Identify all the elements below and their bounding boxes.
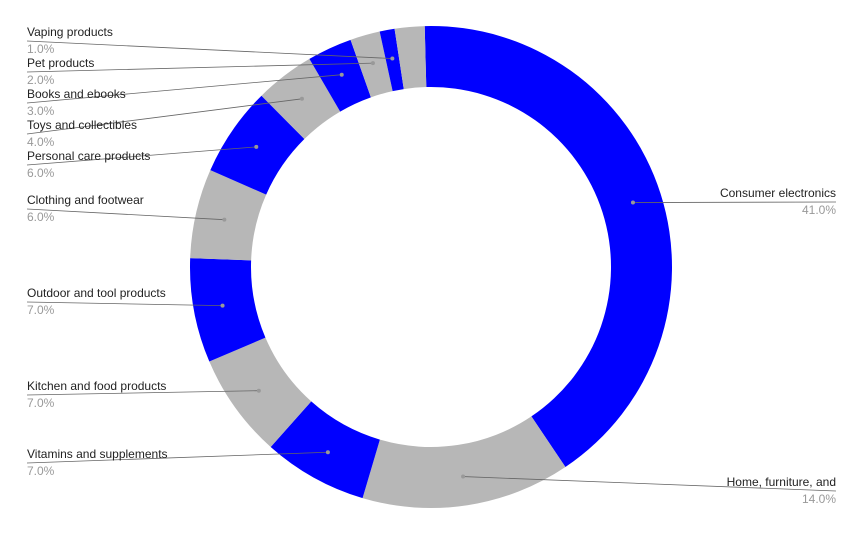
- leader-dot: [370, 61, 375, 66]
- leader-line: [463, 476, 837, 492]
- slice-value: 14.0%: [802, 492, 836, 506]
- donut-slice: [424, 26, 673, 468]
- slice-value: 4.0%: [27, 135, 55, 149]
- leader-dot: [220, 303, 225, 308]
- leader-line: [26, 74, 342, 104]
- donut-slice: [270, 401, 380, 499]
- slice-value: 6.0%: [27, 166, 55, 180]
- slice-label: Pet products: [27, 56, 94, 70]
- slice-value: 41.0%: [802, 203, 836, 217]
- leader-dot: [390, 56, 395, 61]
- slice-label: Vitamins and supplements: [27, 447, 168, 461]
- slice-label: Books and ebooks: [27, 87, 126, 101]
- slice-label: Toys and collectibles: [27, 118, 137, 132]
- slice-value: 3.0%: [27, 104, 55, 118]
- leader-line: [26, 40, 393, 59]
- leader-line: [26, 390, 259, 396]
- slice-label: Outdoor and tool products: [27, 286, 166, 300]
- donut-slice: [190, 170, 267, 261]
- leader-dot: [339, 72, 344, 77]
- slice-label: Home, furniture, and: [727, 475, 836, 489]
- slice-label: Clothing and footwear: [27, 193, 144, 207]
- leader-dot: [630, 200, 635, 205]
- slice-label: Kitchen and food products: [27, 379, 166, 393]
- leader-dot: [254, 144, 259, 149]
- slice-value: 1.0%: [27, 42, 55, 56]
- leader-dot: [222, 217, 227, 222]
- slice-label: Consumer electronics: [720, 186, 836, 200]
- leader-line: [632, 201, 837, 203]
- slice-value: 7.0%: [27, 303, 55, 317]
- leader-line: [26, 146, 257, 166]
- leader-dot: [256, 388, 261, 393]
- leader-line: [26, 301, 223, 307]
- donut-slice: [210, 95, 305, 195]
- leader-line: [26, 98, 302, 135]
- donut-slice: [190, 258, 266, 362]
- slice-value: 6.0%: [27, 210, 55, 224]
- donut-slice: [394, 26, 427, 90]
- slice-value: 7.0%: [27, 464, 55, 478]
- slice-value: 7.0%: [27, 396, 55, 410]
- donut-slice: [362, 416, 566, 509]
- leader-dot: [299, 96, 304, 101]
- donut-slice: [209, 337, 312, 447]
- slice-label: Vaping products: [27, 25, 113, 39]
- leader-dot: [325, 450, 330, 455]
- leader-dot: [461, 474, 466, 479]
- leader-line: [26, 62, 373, 73]
- leader-line: [26, 451, 328, 464]
- leader-line: [26, 208, 225, 221]
- slice-value: 2.0%: [27, 73, 55, 87]
- slice-label: Personal care products: [27, 149, 150, 163]
